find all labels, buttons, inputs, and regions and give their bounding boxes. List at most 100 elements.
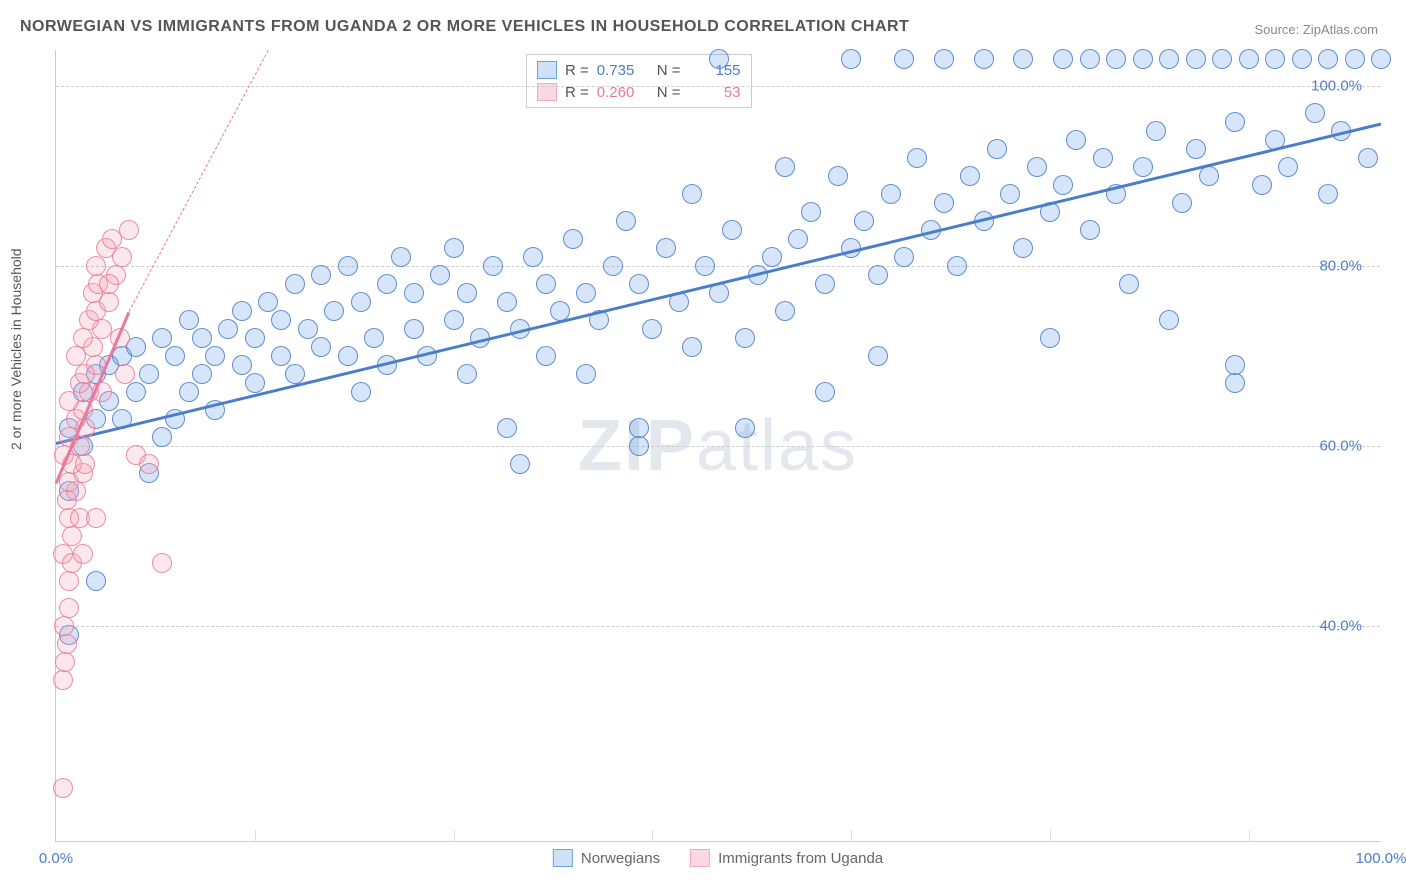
data-point <box>54 616 74 636</box>
ytick-label: 80.0% <box>1319 258 1362 275</box>
data-point <box>1106 49 1126 69</box>
data-point <box>271 310 291 330</box>
data-point <box>695 256 715 276</box>
xtick-label: 0.0% <box>39 850 73 867</box>
data-point <box>324 301 344 321</box>
data-point <box>497 292 517 312</box>
data-point <box>338 256 358 276</box>
data-point <box>218 319 238 339</box>
data-point <box>139 364 159 384</box>
data-point <box>629 418 649 438</box>
data-point <box>86 256 106 276</box>
data-point <box>1133 157 1153 177</box>
data-point <box>1040 328 1060 348</box>
data-point <box>391 247 411 267</box>
ytick-label: 60.0% <box>1319 438 1362 455</box>
data-point <box>338 346 358 366</box>
data-point <box>642 319 662 339</box>
data-point <box>1159 310 1179 330</box>
data-point <box>1358 148 1378 168</box>
trend-line <box>56 122 1382 444</box>
data-point <box>934 193 954 213</box>
data-point <box>1252 175 1272 195</box>
data-point <box>179 382 199 402</box>
data-point <box>1225 373 1245 393</box>
data-point <box>682 337 702 357</box>
data-point <box>59 571 79 591</box>
data-point <box>377 274 397 294</box>
gridline <box>56 446 1380 447</box>
data-point <box>285 364 305 384</box>
data-point <box>616 211 636 231</box>
data-point <box>1013 238 1033 258</box>
data-point <box>232 301 252 321</box>
data-point <box>894 49 914 69</box>
gridline <box>255 830 256 842</box>
data-point <box>152 328 172 348</box>
legend-swatch <box>537 61 557 79</box>
gridline <box>56 626 1380 627</box>
data-point <box>1159 49 1179 69</box>
data-point <box>1080 49 1100 69</box>
data-point <box>682 184 702 204</box>
data-point <box>126 382 146 402</box>
data-point <box>576 283 596 303</box>
data-point <box>298 319 318 339</box>
gridline <box>1050 830 1051 842</box>
data-point <box>603 256 623 276</box>
data-point <box>1239 49 1259 69</box>
data-point <box>73 328 93 348</box>
data-point <box>444 238 464 258</box>
data-point <box>1053 49 1073 69</box>
data-point <box>1318 184 1338 204</box>
data-point <box>179 310 199 330</box>
data-point <box>841 49 861 69</box>
data-point <box>947 256 967 276</box>
data-point <box>483 256 503 276</box>
legend-item: Immigrants from Uganda <box>690 849 883 867</box>
data-point <box>894 247 914 267</box>
data-point <box>59 391 79 411</box>
data-point <box>762 247 782 267</box>
legend-swatch <box>553 849 573 867</box>
data-point <box>351 292 371 312</box>
data-point <box>86 571 106 591</box>
data-point <box>232 355 252 375</box>
stats-n-label: N = <box>657 62 681 79</box>
data-point <box>1119 274 1139 294</box>
data-point <box>1292 49 1312 69</box>
data-point <box>1345 49 1365 69</box>
data-point <box>285 274 305 294</box>
data-point <box>152 427 172 447</box>
gridline <box>454 830 455 842</box>
data-point <box>801 202 821 222</box>
data-point <box>1186 139 1206 159</box>
data-point <box>775 157 795 177</box>
data-point <box>1212 49 1232 69</box>
data-point <box>1172 193 1192 213</box>
data-point <box>444 310 464 330</box>
trend-line <box>128 50 268 311</box>
data-point <box>53 670 73 690</box>
data-point <box>656 238 676 258</box>
data-point <box>192 328 212 348</box>
data-point <box>735 418 755 438</box>
data-point <box>457 364 477 384</box>
data-point <box>75 454 95 474</box>
data-point <box>139 454 159 474</box>
data-point <box>115 364 135 384</box>
data-point <box>523 247 543 267</box>
data-point <box>629 274 649 294</box>
gridline <box>1249 830 1250 842</box>
data-point <box>1027 157 1047 177</box>
data-point <box>536 274 556 294</box>
data-point <box>722 220 742 240</box>
data-point <box>73 544 93 564</box>
data-point <box>1371 49 1391 69</box>
stats-r-value: 0.735 <box>597 62 649 79</box>
data-point <box>1000 184 1020 204</box>
data-point <box>99 274 119 294</box>
data-point <box>974 49 994 69</box>
data-point <box>245 373 265 393</box>
data-point <box>311 337 331 357</box>
